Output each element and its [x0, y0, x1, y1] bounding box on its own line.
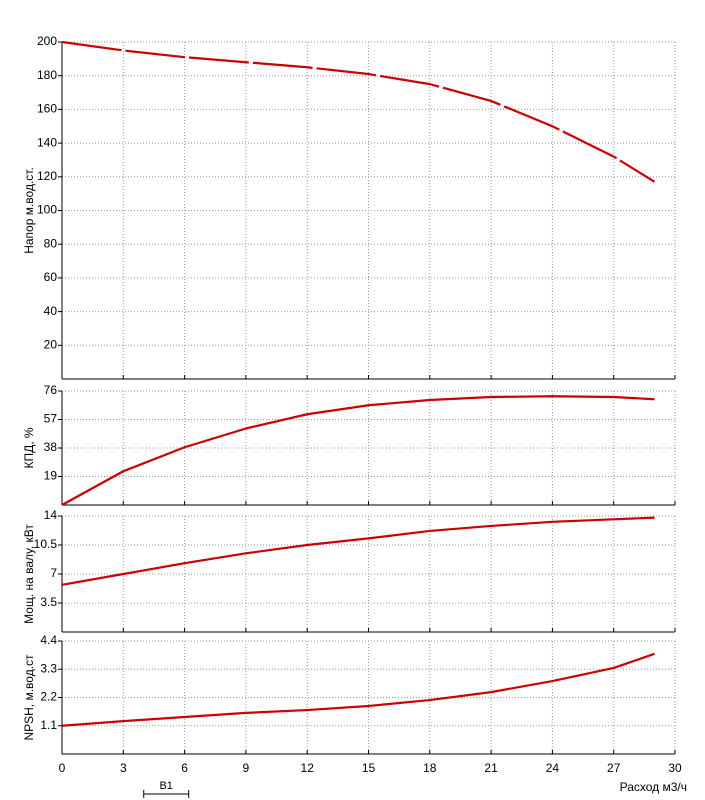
y-tick-label: 19: [44, 469, 58, 483]
series-line: [61, 516, 655, 586]
x-tick-label: 18: [423, 761, 437, 775]
y-tick-label: 76: [44, 383, 58, 397]
x-tick-label: 24: [546, 761, 560, 775]
y-tick-label: 14: [44, 508, 58, 522]
x-tick-label: 9: [243, 761, 250, 775]
x-axis-label: Расход м3/ч: [620, 780, 687, 794]
y-tick-label: 1.1: [40, 718, 57, 732]
y-tick-label: 140: [37, 135, 57, 149]
x-tick-label: 15: [362, 761, 376, 775]
series-line: [61, 40, 656, 183]
y-tick-label: 40: [44, 304, 58, 318]
x-tick-label: 21: [484, 761, 498, 775]
y-tick-label: 200: [37, 34, 57, 48]
y-tick-label: 7: [50, 566, 57, 580]
y-axis-label: КПД, %: [22, 427, 36, 468]
y-tick-label: 120: [37, 169, 57, 183]
y-tick-label: 3.3: [40, 661, 57, 675]
y-tick-label: 100: [37, 203, 57, 217]
y-tick-label: 38: [44, 440, 58, 454]
y-tick-label: 2.2: [40, 690, 57, 704]
y-tick-label: 60: [44, 270, 58, 284]
y-tick-label: 3.5: [40, 595, 57, 609]
x-tick-label: 12: [301, 761, 315, 775]
y-tick-label: 57: [44, 412, 58, 426]
y-axis-label: Напор м.вод.ст.: [22, 167, 36, 254]
y-axis-label: Мощ. на валу, кВт: [22, 524, 36, 624]
x-tick-label: 27: [607, 761, 621, 775]
y-axis-label: NPSH, м.вод.ст: [22, 654, 36, 741]
x-tick-label: 0: [59, 761, 66, 775]
y-tick-label: 4.4: [40, 633, 57, 647]
range-label: В1: [159, 780, 172, 792]
y-tick-label: 10.5: [34, 537, 58, 551]
x-tick-label: 6: [181, 761, 188, 775]
y-tick-label: 20: [44, 337, 58, 351]
series-line: [61, 395, 655, 506]
y-tick-label: 180: [37, 68, 57, 82]
y-tick-label: 160: [37, 102, 57, 116]
y-tick-label: 80: [44, 236, 58, 250]
series-line: [61, 652, 655, 727]
x-tick-label: 3: [120, 761, 127, 775]
x-tick-label: 30: [668, 761, 682, 775]
